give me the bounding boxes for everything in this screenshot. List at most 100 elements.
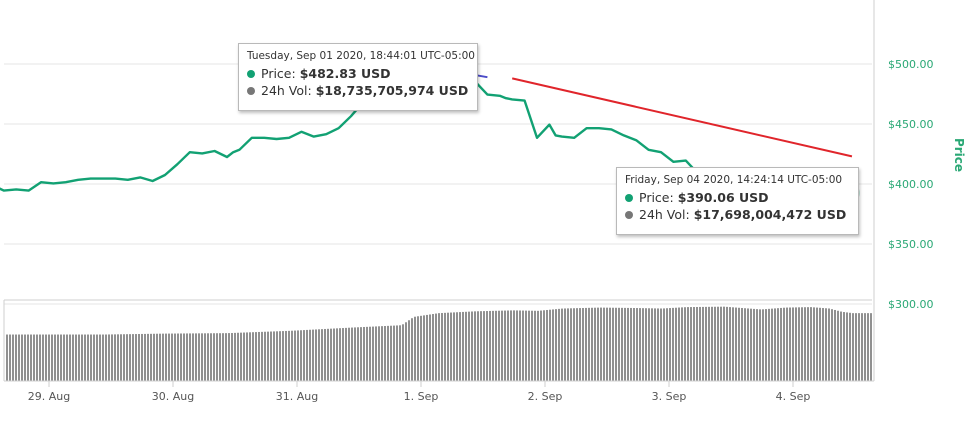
volume-bar [282, 331, 284, 381]
volume-bar [852, 313, 854, 381]
volume-bar [525, 310, 527, 381]
volume-bar [327, 328, 329, 381]
volume-bar [792, 307, 794, 381]
volume-bar [564, 308, 566, 381]
volume-bar [372, 326, 374, 381]
volume-bar [108, 334, 110, 381]
volume-bar [249, 332, 251, 381]
volume-bar [18, 334, 20, 381]
volume-bar [489, 310, 491, 381]
volume-bar [21, 334, 23, 381]
volume-bar [411, 318, 413, 381]
price-dot-icon [247, 69, 255, 78]
volume-bar [795, 307, 797, 381]
volume-bar [771, 308, 773, 381]
volume-bar [417, 316, 419, 381]
tooltip-vol-value: $18,735,705,974 USD [315, 83, 469, 98]
volume-bar [123, 334, 125, 381]
volume-bar [837, 310, 839, 381]
volume-bars [6, 306, 872, 381]
volume-bar [606, 307, 608, 381]
volume-bar [81, 334, 83, 381]
volume-bar [96, 334, 98, 381]
volume-bar [483, 311, 485, 381]
volume-bar [129, 334, 131, 381]
volume-bar [390, 325, 392, 381]
volume-bar [9, 334, 11, 381]
volume-bar [408, 320, 410, 381]
volume-bar [471, 311, 473, 381]
volume-bar [651, 308, 653, 381]
volume-bar [561, 308, 563, 381]
volume-bar [294, 330, 296, 381]
volume-bar [396, 325, 398, 381]
volume-bar [597, 307, 599, 381]
volume-bar [84, 334, 86, 381]
volume-bar [258, 331, 260, 381]
volume-bar [582, 308, 584, 381]
volume-bar [720, 306, 722, 381]
volume-bar [303, 330, 305, 381]
volume-bar [738, 307, 740, 381]
volume-bar [306, 329, 308, 381]
volume-bar [849, 312, 851, 381]
volume-bar [726, 306, 728, 381]
volume-bar [33, 334, 35, 381]
volume-bar [450, 312, 452, 381]
x-tick-label: 30. Aug [152, 390, 194, 403]
volume-bar [810, 307, 812, 381]
volume-bar [762, 309, 764, 381]
volume-bar [474, 311, 476, 381]
trendline [511, 77, 853, 158]
volume-bar [114, 334, 116, 381]
volume-bar [147, 333, 149, 381]
volume-bar [825, 308, 827, 381]
volume-bar [276, 331, 278, 381]
volume-bar [216, 333, 218, 381]
volume-bar [72, 334, 74, 381]
volume-bar [192, 333, 194, 381]
volume-bar [69, 334, 71, 381]
volume-bar [195, 333, 197, 381]
y-axis-ticks: $300.00 $350.00 $400.00 $450.00 $500.00 [888, 58, 934, 311]
volume-bar [210, 333, 212, 381]
y-tick-label: $500.00 [888, 58, 934, 71]
y-tick-label: $350.00 [888, 238, 934, 251]
volume-bar [588, 307, 590, 381]
volume-bar [528, 310, 530, 381]
volume-bar [630, 307, 632, 381]
volume-bar [831, 309, 833, 381]
volume-bar [285, 330, 287, 381]
volume-bar [705, 306, 707, 381]
volume-bar [615, 307, 617, 381]
tooltip-vol-row: 24h Vol: $17,698,004,472 USD [625, 207, 850, 222]
volume-bar [351, 327, 353, 381]
volume-bar [543, 310, 545, 381]
volume-bar [813, 307, 815, 381]
volume-bar [708, 306, 710, 381]
volume-bar [15, 334, 17, 381]
volume-bar [165, 333, 167, 381]
volume-bar [681, 307, 683, 381]
volume-bar [423, 315, 425, 381]
volume-bar [642, 308, 644, 381]
volume-bar [759, 309, 761, 381]
volume-bar [465, 311, 467, 381]
volume-bar [54, 334, 56, 381]
volume-bar [318, 329, 320, 381]
volume-bar [315, 329, 317, 381]
volume-bar [57, 334, 59, 381]
volume-bar [462, 311, 464, 381]
volume-bar [201, 333, 203, 381]
volume-bar [264, 331, 266, 381]
volume-bar [603, 307, 605, 381]
volume-bar [453, 312, 455, 381]
volume-bar [120, 334, 122, 381]
volume-bar [219, 333, 221, 381]
x-tick-label: 3. Sep [652, 390, 687, 403]
volume-bar [162, 333, 164, 381]
volume-bar [339, 328, 341, 381]
volume-bar [309, 329, 311, 381]
volume-bar [429, 314, 431, 381]
volume-bar [432, 314, 434, 381]
